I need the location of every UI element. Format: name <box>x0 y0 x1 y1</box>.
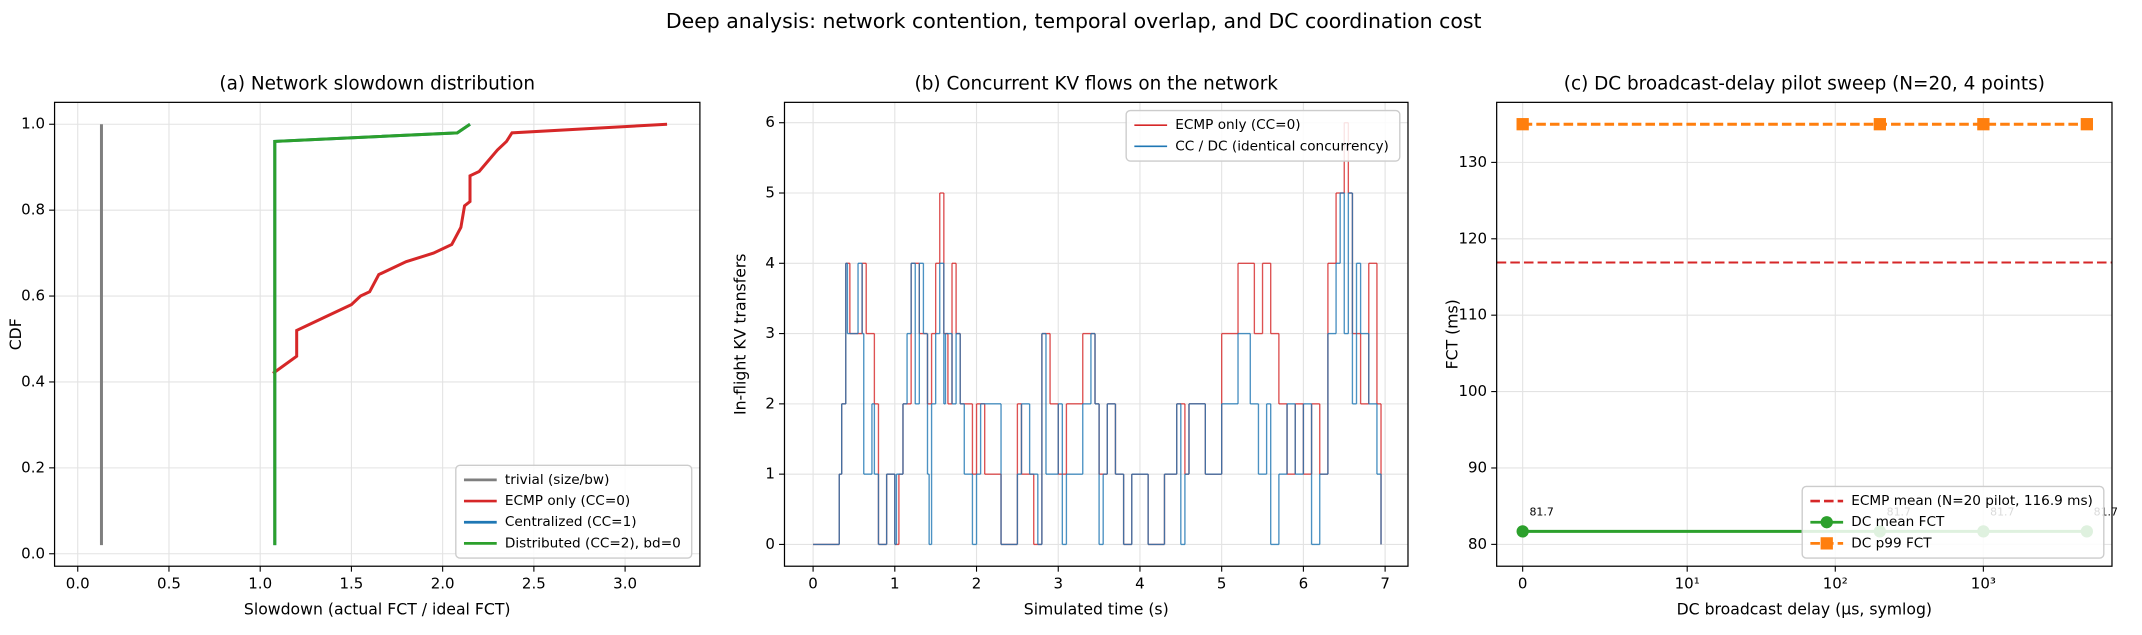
plot-frame <box>1496 101 2113 567</box>
point <box>1873 118 1886 131</box>
panel-title: (b) Concurrent KV flows on the network <box>915 74 1279 95</box>
series-line <box>273 123 471 546</box>
x-tick-label: 1.0 <box>248 574 272 592</box>
legend-label: CC / DC (identical concurrency) <box>1175 138 1389 154</box>
y-tick-label: 6 <box>765 113 775 131</box>
point <box>1820 516 1833 529</box>
legend-label: DC p99 FCT <box>1851 535 1932 551</box>
y-tick-label: 130 <box>1458 153 1487 171</box>
y-tick-label: 100 <box>1458 382 1487 400</box>
point <box>1977 118 1990 131</box>
y-tick-label: 0.2 <box>21 458 45 476</box>
x-tick-label: 4 <box>1135 574 1145 592</box>
point <box>1516 118 1529 131</box>
legend-label: trivial (size/bw) <box>505 472 609 488</box>
figure-title: Deep analysis: network contention, tempo… <box>666 9 1482 33</box>
x-tick-label: 7 <box>1380 574 1390 592</box>
y-tick-label: 110 <box>1458 306 1487 324</box>
y-tick-label: 5 <box>765 184 775 202</box>
y-tick-label: 0.4 <box>21 372 45 390</box>
y-axis-label: CDF <box>6 318 25 350</box>
y-tick-label: 0.8 <box>21 201 45 219</box>
x-tick-label: 6 <box>1299 574 1309 592</box>
legend-label: ECMP only (CC=0) <box>1175 117 1300 133</box>
x-tick-label: 0.5 <box>157 574 181 592</box>
x-tick-label: 0 <box>1518 574 1528 592</box>
y-tick-label: 4 <box>765 254 775 272</box>
y-tick-label: 90 <box>1468 458 1487 476</box>
x-tick-label: 2 <box>972 574 982 592</box>
y-tick-label: 1.0 <box>21 115 45 133</box>
x-tick-label: 3.0 <box>613 574 637 592</box>
plot-frame <box>53 101 701 567</box>
plot-frame <box>783 101 1409 567</box>
x-axis-label: Simulated time (s) <box>1024 599 1169 618</box>
y-tick-label: 2 <box>765 394 775 412</box>
series-line <box>272 122 668 375</box>
x-tick-label: 2.5 <box>522 574 546 592</box>
legend: ECMP mean (N=20 pilot, 116.9 ms) DC mean … <box>1801 485 2105 559</box>
legend-box <box>1125 109 1401 162</box>
x-tick-label: 3 <box>1053 574 1063 592</box>
y-tick-label: 3 <box>765 324 775 342</box>
legend-label: Centralized (CC=1) <box>505 514 637 530</box>
y-axis-label: In-flight KV transfers <box>730 254 749 415</box>
legend-label: Distributed (CC=2), bd=0 <box>505 535 681 551</box>
x-tick-label: 10³ <box>1971 574 1996 592</box>
x-tick-label: 1 <box>890 574 900 592</box>
x-axis-label: DC broadcast delay (µs, symlog) <box>1677 599 1932 618</box>
y-tick-label: 0.6 <box>21 287 45 305</box>
x-tick-label: 10¹ <box>1675 574 1700 592</box>
panel-title: (c) DC broadcast-delay pilot sweep (N=20… <box>1564 74 2045 95</box>
y-tick-label: 0.0 <box>21 544 45 562</box>
y-axis-label: FCT (ms) <box>1443 299 1462 369</box>
legend-label: ECMP only (CC=0) <box>505 493 630 509</box>
x-tick-label: 5 <box>1217 574 1227 592</box>
x-tick-label: 10² <box>1823 574 1848 592</box>
x-tick-label: 1.5 <box>339 574 363 592</box>
legend-box <box>455 464 693 559</box>
point <box>1516 525 1529 538</box>
x-tick-label: 2.0 <box>431 574 455 592</box>
legend: ECMP only (CC=0) CC / DC (identical concu… <box>1125 109 1401 162</box>
x-tick-label: 0.0 <box>66 574 90 592</box>
legend-box <box>1801 485 2105 559</box>
point <box>1820 537 1833 550</box>
value-label: 81.7 <box>1529 505 1553 518</box>
x-axis-label: Slowdown (actual FCT / ideal FCT) <box>244 599 511 618</box>
y-tick-label: 80 <box>1468 535 1487 553</box>
x-tick-label: 0 <box>808 574 818 592</box>
y-tick-label: 1 <box>765 465 775 483</box>
legend-label: DC mean FCT <box>1851 514 1945 530</box>
panel-title: (a) Network slowdown distribution <box>219 74 535 95</box>
legend: trivial (size/bw) ECMP only (CC=0) Central… <box>455 464 693 559</box>
point <box>2080 118 2093 131</box>
legend-label: ECMP mean (N=20 pilot, 116.9 ms) <box>1851 493 2093 509</box>
y-tick-label: 120 <box>1458 229 1487 247</box>
y-tick-label: 0 <box>765 535 775 553</box>
